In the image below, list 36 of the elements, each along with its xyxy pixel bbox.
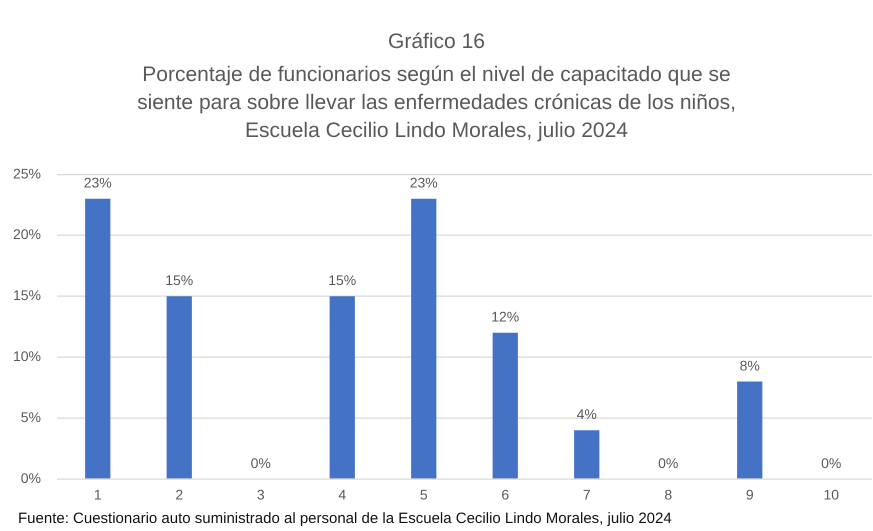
data-label: 4% [576, 406, 597, 422]
x-tick-label: 10 [823, 486, 840, 502]
bar [492, 332, 518, 478]
x-tick-label: 7 [582, 486, 591, 502]
data-label: 0% [658, 454, 678, 471]
chart-subtitle: Porcentaje de funcionarios según el nivel de capacitado que se siente para sobre llevar las enfermedades crónicas de los niños, Escuela Cecilio Lindo Morales, julio 2024 [136, 62, 737, 144]
bar [85, 198, 110, 478]
chart-title: Gráfico 16 [387, 29, 486, 55]
data-label: 23% [410, 174, 438, 191]
y-tick-label: 10% [12, 348, 41, 364]
bar [330, 296, 355, 478]
y-tick-label: 20% [12, 226, 41, 242]
data-label: 12% [491, 308, 520, 325]
bar [574, 430, 600, 478]
x-tick-label: 9 [746, 486, 754, 502]
x-tick-label: 3 [256, 486, 265, 502]
x-tick-label: 8 [664, 486, 672, 502]
source-note: Fuente: Cuestionario auto suministrado al personal de la Escuela Cecilio Lindo Morales, julio 2024 [18, 510, 672, 528]
data-label: 23% [84, 174, 112, 191]
y-tick-label: 5% [20, 408, 41, 425]
bar [411, 198, 436, 478]
x-tick-label: 5 [420, 486, 428, 502]
bar [737, 382, 762, 478]
x-tick-label: 2 [175, 486, 184, 502]
x-tick-label: 1 [94, 486, 102, 502]
x-tick-label: 6 [501, 486, 510, 502]
data-label: 0% [821, 454, 842, 471]
data-label: 0% [250, 454, 271, 471]
data-label: 15% [165, 272, 194, 288]
y-tick-label: 0% [20, 470, 41, 486]
data-label: 8% [740, 357, 760, 374]
y-tick-label: 15% [12, 287, 41, 304]
data-label: 15% [328, 272, 356, 288]
x-tick-label: 4 [338, 486, 346, 502]
y-tick-label: 25% [12, 165, 41, 182]
bar [166, 296, 192, 478]
